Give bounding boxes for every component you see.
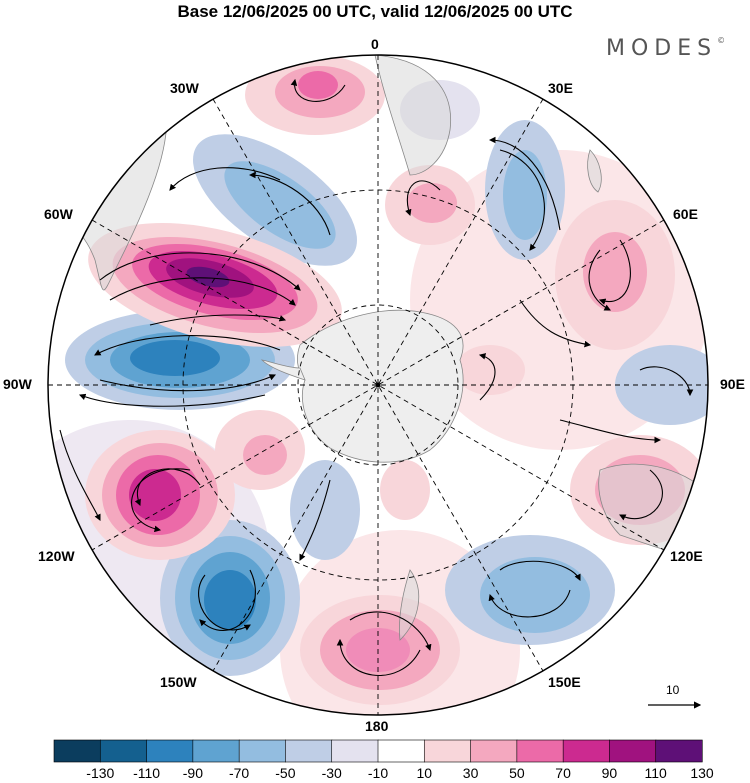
positive-anomaly-cell (85, 430, 235, 560)
negative-anomaly-cell (160, 520, 300, 676)
colorbar-swatch (146, 739, 194, 763)
lon-label-180: 180 (365, 718, 389, 734)
colorbar-swatch (562, 739, 611, 763)
colorbar-tick-label: -110 (133, 765, 161, 781)
colorbar-swatch (516, 739, 564, 763)
colorbar-tick-label: 30 (462, 765, 479, 781)
colorbar-swatch (655, 739, 703, 763)
south-pole-marker (375, 382, 381, 388)
positive-anomaly-cell (385, 165, 475, 245)
colorbar-swatch (423, 739, 472, 763)
positive-anomaly-cell (300, 595, 460, 705)
colorbar-swatch (192, 739, 240, 763)
positive-anomaly-cell (243, 435, 287, 475)
colorbar-tick-label: -50 (275, 765, 296, 781)
colorbar-swatch (53, 739, 101, 763)
negative-anomaly-cell (480, 557, 590, 633)
colorbar-tick-label: 50 (509, 765, 525, 781)
colorbar-swatch (331, 739, 379, 763)
lon-label-30e: 30E (548, 80, 573, 96)
lon-label-150w: 150W (160, 674, 197, 690)
streamlines (59, 78, 694, 676)
colorbar-swatch (470, 739, 518, 763)
negative-anomaly-cell (503, 150, 547, 240)
madagascar (587, 149, 602, 193)
vector-reference-label: 10 (666, 683, 680, 697)
new-zealand (399, 569, 420, 641)
colorbar-tick-label: 90 (601, 765, 618, 781)
lon-label-150e: 150E (548, 674, 581, 690)
colorbar-tick-label: -10 (367, 765, 389, 781)
field-layer (48, 55, 708, 715)
colorbar-tick-label: -130 (86, 765, 115, 781)
colorbar-tick-label: -30 (321, 765, 342, 781)
colorbar-swatch (99, 739, 148, 763)
colorbar-swatch (285, 739, 333, 763)
antarctic-peninsula (260, 359, 306, 381)
colorbar (53, 739, 703, 763)
colorbar-swatch (377, 739, 425, 763)
lon-label-120w: 120W (38, 548, 75, 564)
positive-anomaly-cell (88, 223, 342, 347)
antarctica (297, 309, 464, 463)
positive-anomaly-cell (555, 200, 675, 350)
positive-anomaly-cell (245, 55, 385, 135)
africa (374, 55, 452, 176)
colorbar-tick-label: 70 (555, 765, 571, 781)
negative-anomaly-cell (193, 134, 357, 266)
colorbar-tick-label: -70 (228, 765, 250, 781)
positive-anomaly-cell (455, 345, 525, 395)
lon-label-60w: 60W (44, 206, 73, 222)
colorbar-swatch (609, 739, 657, 763)
positive-anomaly-cell (380, 460, 430, 520)
colorbar-swatch (238, 739, 287, 763)
lon-label-60e: 60E (673, 206, 698, 222)
lon-label-90e: 90E (720, 376, 745, 392)
map-title: Base 12/06/2025 00 UTC, valid 12/06/2025… (177, 2, 573, 21)
lon-label-120e: 120E (670, 548, 703, 564)
lon-label-30w: 30W (170, 80, 199, 96)
colorbar-tick-label: 110 (644, 765, 667, 781)
lon-label-0: 0 (371, 36, 379, 52)
colorbar-tick-label: 130 (690, 765, 714, 781)
lon-label-90w: 90W (3, 376, 32, 392)
colorbar-tick-label: 10 (416, 765, 433, 781)
brand-logo: MODES© (606, 36, 726, 61)
map-boundary (47, 54, 709, 716)
colorbar-tick-label: -90 (182, 765, 203, 781)
graticule (48, 55, 708, 715)
negative-anomaly-cell (290, 460, 360, 560)
